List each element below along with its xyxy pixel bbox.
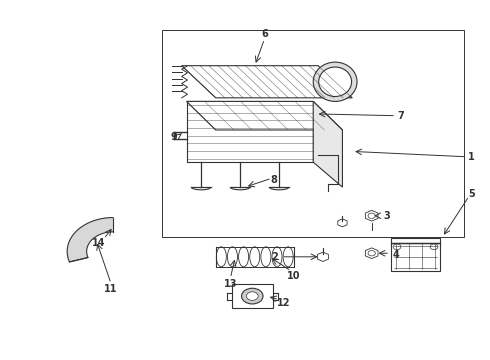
Bar bbox=[391, 243, 440, 271]
Ellipse shape bbox=[239, 247, 248, 267]
Text: 13: 13 bbox=[223, 279, 237, 289]
Polygon shape bbox=[318, 252, 328, 261]
Text: 7: 7 bbox=[397, 111, 404, 121]
Polygon shape bbox=[187, 102, 313, 162]
Text: 6: 6 bbox=[261, 28, 268, 39]
Polygon shape bbox=[182, 66, 352, 98]
Text: 10: 10 bbox=[287, 271, 300, 282]
Text: 4: 4 bbox=[392, 250, 399, 260]
Text: 3: 3 bbox=[383, 211, 390, 221]
Bar bbox=[232, 284, 273, 308]
Ellipse shape bbox=[272, 247, 282, 267]
Ellipse shape bbox=[313, 62, 357, 102]
Polygon shape bbox=[187, 102, 343, 130]
Ellipse shape bbox=[227, 247, 238, 267]
Circle shape bbox=[368, 251, 375, 256]
PathPatch shape bbox=[67, 217, 114, 262]
Ellipse shape bbox=[283, 247, 293, 267]
Text: 5: 5 bbox=[468, 189, 475, 199]
Bar bbox=[391, 238, 440, 243]
Ellipse shape bbox=[216, 247, 226, 267]
Circle shape bbox=[393, 244, 401, 249]
Polygon shape bbox=[338, 219, 347, 227]
Text: 1: 1 bbox=[468, 152, 475, 162]
Ellipse shape bbox=[261, 247, 271, 267]
Text: 9: 9 bbox=[171, 132, 178, 142]
Circle shape bbox=[368, 213, 375, 219]
Circle shape bbox=[246, 292, 258, 300]
Bar bbox=[162, 30, 464, 237]
Polygon shape bbox=[313, 102, 343, 187]
Text: 11: 11 bbox=[104, 284, 118, 294]
Ellipse shape bbox=[250, 247, 260, 267]
Text: 8: 8 bbox=[271, 175, 278, 185]
Text: 12: 12 bbox=[277, 298, 291, 308]
Circle shape bbox=[242, 288, 263, 304]
Text: 2: 2 bbox=[271, 252, 278, 262]
Text: 14: 14 bbox=[92, 238, 105, 248]
Polygon shape bbox=[366, 248, 378, 258]
Circle shape bbox=[430, 244, 438, 249]
Polygon shape bbox=[366, 210, 378, 221]
Ellipse shape bbox=[318, 67, 352, 96]
